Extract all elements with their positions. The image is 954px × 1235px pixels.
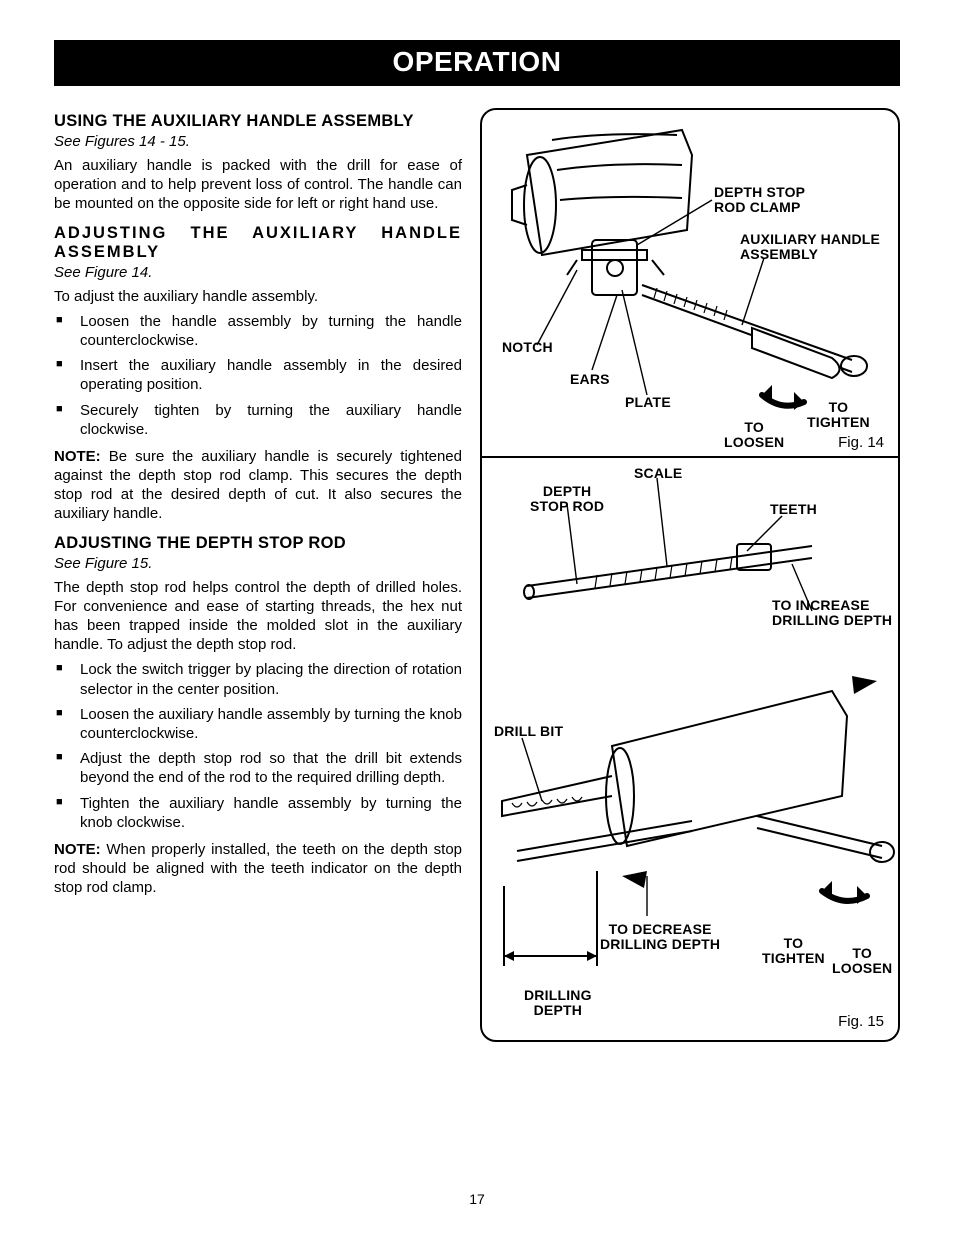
label-ears: EARS xyxy=(570,372,610,387)
note-paragraph: NOTE: Be sure the auxiliary handle is se… xyxy=(54,447,462,524)
label-aux-handle-assembly: AUXILIARY HANDLEASSEMBLY xyxy=(740,232,880,263)
list-item: Loosen the auxiliary handle assembly by … xyxy=(74,705,462,743)
page-number: 17 xyxy=(0,1191,954,1207)
two-column-layout: USING THE AUXILIARY HANDLE ASSEMBLY See … xyxy=(54,108,900,1042)
see-figures-ref: See Figure 15. xyxy=(54,555,462,572)
bullet-list: Lock the switch trigger by placing the d… xyxy=(54,660,462,832)
label-drill-bit: DRILL BIT xyxy=(494,724,563,739)
label-to-tighten-15: TOTIGHTEN xyxy=(762,936,825,967)
fig14-caption: Fig. 14 xyxy=(838,434,884,451)
label-to-tighten: TOTIGHTEN xyxy=(807,400,870,431)
paragraph: To adjust the auxiliary handle assembly. xyxy=(54,287,462,306)
note-paragraph: NOTE: When properly installed, the teeth… xyxy=(54,840,462,898)
label-to-loosen: TOLOOSEN xyxy=(724,420,784,451)
list-item: Securely tighten by turning the auxiliar… xyxy=(74,401,462,439)
label-depth-stop-rod-clamp: DEPTH STOPROD CLAMP xyxy=(714,185,805,216)
list-item: Adjust the depth stop rod so that the dr… xyxy=(74,749,462,787)
label-to-decrease: TO DECREASEDRILLING DEPTH xyxy=(600,922,720,953)
list-item: Lock the switch trigger by placing the d… xyxy=(74,660,462,698)
label-depth-stop-rod: DEPTHSTOP ROD xyxy=(530,484,604,515)
section-banner: OPERATION xyxy=(54,40,900,86)
note-label: NOTE: xyxy=(54,448,101,465)
figure-column: DEPTH STOPROD CLAMP AUXILIARY HANDLEASSE… xyxy=(480,108,900,1042)
label-plate: PLATE xyxy=(625,395,671,410)
note-text: When properly installed, the teeth on th… xyxy=(54,841,462,896)
heading-using-aux-handle: USING THE AUXILIARY HANDLE ASSEMBLY xyxy=(54,112,462,131)
fig15-caption: Fig. 15 xyxy=(838,1013,884,1030)
see-figures-ref: See Figures 14 - 15. xyxy=(54,133,462,150)
list-item: Tighten the auxiliary handle assembly by… xyxy=(74,794,462,832)
label-to-increase: TO INCREASEDRILLING DEPTH xyxy=(772,598,892,629)
figure-divider xyxy=(482,456,898,458)
see-figures-ref: See Figure 14. xyxy=(54,264,462,281)
note-text: Be sure the auxiliary handle is securely… xyxy=(54,448,462,523)
bullet-list: Loosen the handle assembly by turning th… xyxy=(54,312,462,439)
label-drilling-depth: DRILLINGDEPTH xyxy=(524,988,592,1019)
label-teeth: TEETH xyxy=(770,502,817,517)
paragraph: An auxiliary handle is packed with the d… xyxy=(54,156,462,214)
text-column: USING THE AUXILIARY HANDLE ASSEMBLY See … xyxy=(54,108,462,1042)
list-item: Insert the auxiliary handle assembly in … xyxy=(74,356,462,394)
list-item: Loosen the handle assembly by turning th… xyxy=(74,312,462,350)
heading-adjusting-depth-stop: ADJUSTING THE DEPTH STOP ROD xyxy=(54,534,462,553)
label-to-loosen-15: TOLOOSEN xyxy=(832,946,892,977)
heading-adjusting-aux-handle: ADJUSTING THE AUXILIARY HANDLE ASSEMBLY xyxy=(54,224,462,262)
label-scale: SCALE xyxy=(634,466,682,481)
note-label: NOTE: xyxy=(54,841,101,858)
label-notch: NOTCH xyxy=(502,340,553,355)
paragraph: The depth stop rod helps control the dep… xyxy=(54,578,462,655)
figure-panel: DEPTH STOPROD CLAMP AUXILIARY HANDLEASSE… xyxy=(480,108,900,1042)
